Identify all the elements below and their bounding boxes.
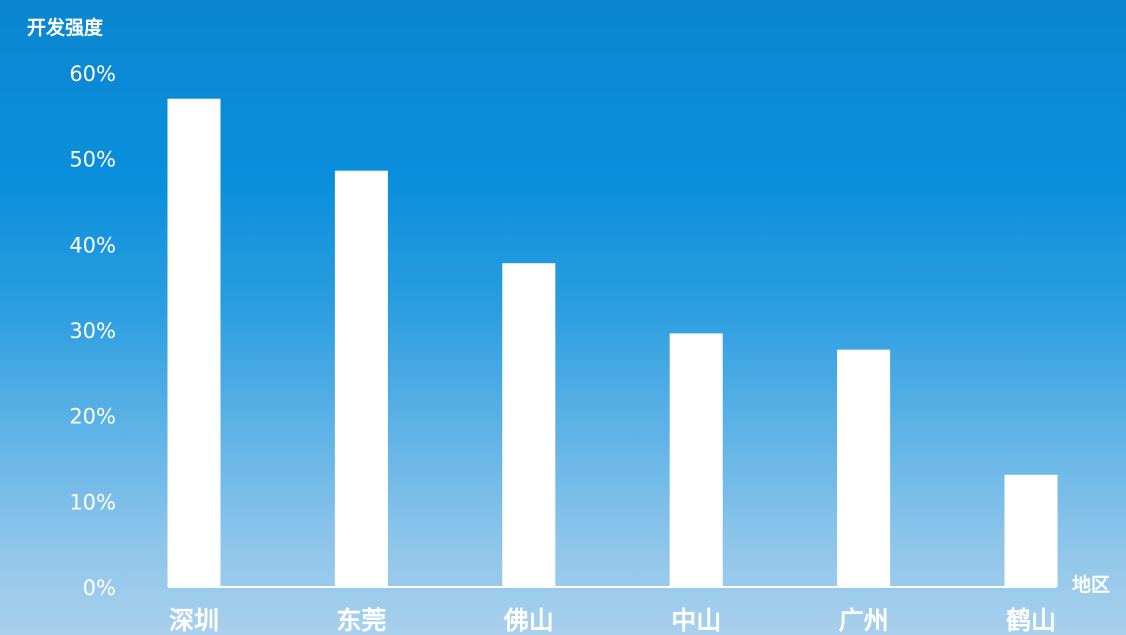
bars (167, 98, 1058, 587)
bar-2 (334, 170, 388, 587)
bar-6 (1004, 474, 1058, 587)
y-tick-label: 60% (69, 62, 116, 86)
y-tick-label: 10% (69, 490, 116, 514)
x-category-label: 深圳 (169, 606, 219, 635)
x-category-label: 广州 (839, 606, 889, 635)
y-axis-title: 开发强度 (27, 16, 104, 39)
y-tick-label: 40% (69, 233, 116, 257)
y-tick-label: 20% (69, 405, 116, 429)
bar-4 (669, 333, 723, 587)
bar-3 (502, 263, 556, 587)
y-tick-label: 0% (83, 576, 116, 600)
x-category-label: 中山 (671, 606, 721, 635)
bar-1 (167, 98, 221, 587)
x-axis-categories: 深圳 东莞 佛山 中山 广州 鹤山 (169, 606, 1056, 635)
x-axis-title: 地区 (1072, 573, 1110, 596)
x-category-label: 东莞 (336, 606, 386, 635)
y-tick-label: 30% (69, 319, 116, 343)
y-tick-label: 50% (69, 148, 116, 172)
y-axis-ticks: 0% 10% 20% 30% 40% 50% 60% (69, 62, 116, 600)
bar-5 (837, 349, 891, 587)
x-category-label: 佛山 (503, 606, 554, 635)
x-category-label: 鹤山 (1006, 606, 1056, 635)
